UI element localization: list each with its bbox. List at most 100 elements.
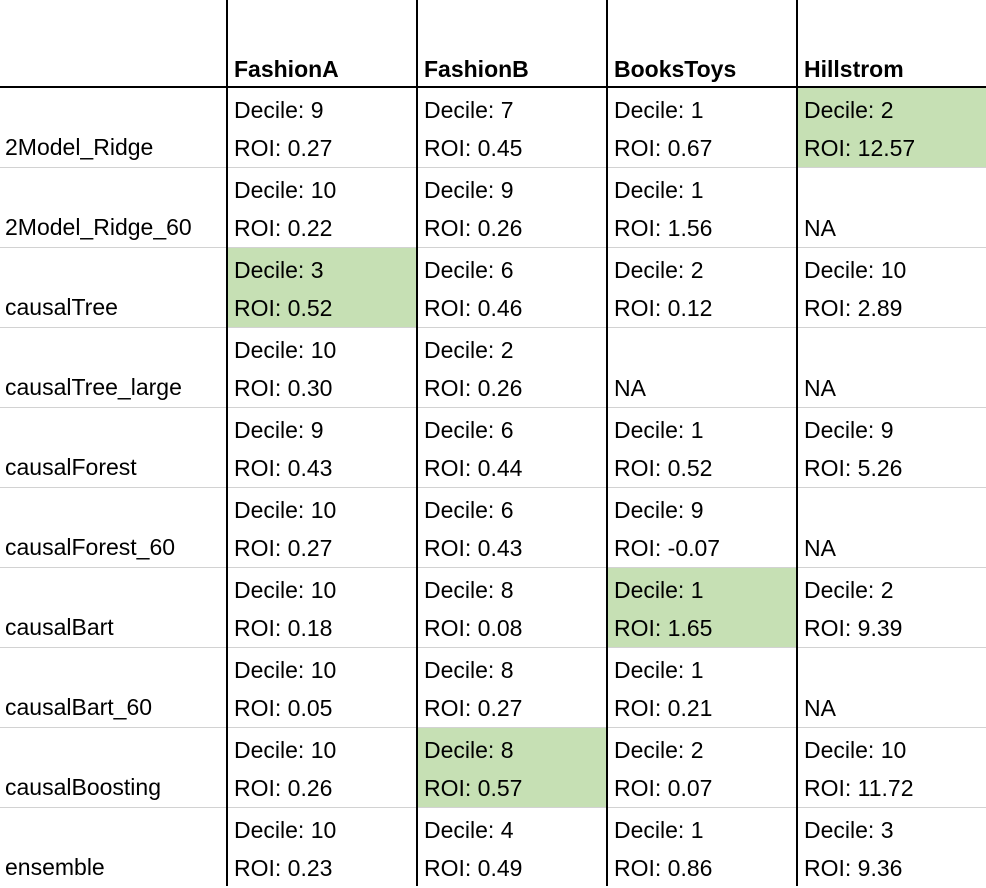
decile-value: Decile: 10: [234, 577, 337, 603]
decile-value: Decile: 2: [614, 257, 704, 283]
result-cell: Decile: 1 ROI: 0.52: [608, 408, 798, 488]
roi-value: ROI: 0.46: [424, 295, 523, 321]
result-cell: Decile: 1 ROI: 0.86: [608, 808, 798, 888]
decile-value: Decile: 8: [424, 737, 514, 763]
row-label: causalTree_large: [5, 374, 182, 400]
column-header: FashionB: [424, 56, 529, 82]
decile-value: Decile: 7: [424, 97, 514, 123]
roi-value: ROI: 2.89: [804, 295, 903, 321]
row-label: causalForest: [5, 454, 137, 480]
header-border: [0, 86, 986, 88]
roi-value: ROI: -0.07: [614, 535, 721, 561]
result-cell: Decile: 2 ROI: 9.39: [798, 568, 986, 648]
row-label: causalBoosting: [5, 774, 161, 800]
decile-value: Decile: 6: [424, 497, 514, 523]
roi-value: ROI: 0.52: [234, 295, 333, 321]
decile-value: Decile: 2: [424, 337, 514, 363]
row-divider: [0, 487, 986, 488]
result-cell: Decile: 10 ROI: 2.89: [798, 248, 986, 328]
decile-value: Decile: 10: [234, 737, 337, 763]
decile-value: Decile: 8: [424, 657, 514, 683]
decile-value: Decile: 2: [804, 577, 894, 603]
roi-value: NA: [614, 375, 646, 401]
roi-value: ROI: 0.43: [234, 455, 333, 481]
result-cell: Decile: 3 ROI: 9.36: [798, 808, 986, 888]
column-header: BooksToys: [614, 56, 737, 82]
decile-value: Decile: 1: [614, 417, 704, 443]
column-header: Hillstrom: [804, 56, 904, 82]
row-label: causalBart_60: [5, 694, 153, 720]
decile-value: [798, 491, 986, 529]
roi-value: ROI: 0.30: [234, 375, 333, 401]
row-divider: [0, 247, 986, 248]
decile-value: Decile: 9: [804, 417, 894, 443]
decile-value: Decile: 10: [234, 817, 337, 843]
decile-value: Decile: 1: [614, 177, 704, 203]
result-cell: Decile: 6 ROI: 0.46: [418, 248, 608, 328]
decile-value: Decile: 10: [804, 737, 907, 763]
result-cell: Decile: 10 ROI: 0.27: [228, 488, 418, 568]
roi-value: ROI: 0.26: [234, 775, 333, 801]
decile-value: Decile: 10: [234, 657, 337, 683]
row-divider: [0, 727, 986, 728]
roi-value: ROI: 0.27: [424, 695, 523, 721]
result-cell: Decile: 2 ROI: 12.57: [798, 88, 986, 168]
row-label: 2Model_Ridge: [5, 134, 154, 160]
roi-value: ROI: 0.18: [234, 615, 333, 641]
result-cell: NA: [798, 488, 986, 568]
roi-value: ROI: 0.21: [614, 695, 713, 721]
roi-value: ROI: 0.08: [424, 615, 523, 641]
decile-value: [798, 171, 986, 209]
row-divider: [0, 567, 986, 568]
roi-value: NA: [804, 535, 836, 561]
roi-value: ROI: 11.72: [804, 775, 914, 801]
result-cell: Decile: 2 ROI: 0.12: [608, 248, 798, 328]
decile-value: Decile: 10: [234, 337, 337, 363]
roi-value: NA: [804, 695, 836, 721]
row-divider: [0, 407, 986, 408]
roi-value: ROI: 0.44: [424, 455, 523, 481]
result-cell: Decile: 10 ROI: 0.30: [228, 328, 418, 408]
result-cell: NA: [608, 328, 798, 408]
roi-value: ROI: 0.22: [234, 215, 333, 241]
roi-value: ROI: 0.07: [614, 775, 713, 801]
roi-value: ROI: 0.26: [424, 375, 523, 401]
roi-value: ROI: 9.39: [804, 615, 903, 641]
roi-value: NA: [804, 215, 836, 241]
roi-value: ROI: 5.26: [804, 455, 903, 481]
roi-value: ROI: 0.43: [424, 535, 523, 561]
result-cell: Decile: 3 ROI: 0.52: [228, 248, 418, 328]
roi-value: ROI: 12.57: [804, 135, 916, 161]
result-cell: Decile: 9 ROI: -0.07: [608, 488, 798, 568]
row-label: causalForest_60: [5, 534, 176, 560]
result-cell: Decile: 1 ROI: 0.67: [608, 88, 798, 168]
row-divider: [0, 167, 986, 168]
result-cell: Decile: 10 ROI: 0.18: [228, 568, 418, 648]
row-label: causalBart: [5, 614, 114, 640]
result-cell: Decile: 10 ROI: 11.72: [798, 728, 986, 808]
result-cell: Decile: 10 ROI: 0.26: [228, 728, 418, 808]
decile-value: Decile: 1: [614, 577, 704, 603]
result-cell: NA: [798, 168, 986, 248]
decile-value: Decile: 9: [234, 417, 324, 443]
row-divider: [0, 807, 986, 808]
row-label: 2Model_Ridge_60: [5, 214, 192, 240]
decile-value: Decile: 10: [234, 497, 337, 523]
column-header: FashionA: [234, 56, 339, 82]
decile-value: Decile: 2: [804, 97, 894, 123]
roi-value: ROI: 0.12: [614, 295, 713, 321]
decile-value: Decile: 6: [424, 417, 514, 443]
column-border: [606, 0, 608, 886]
roi-value: ROI: 0.52: [614, 455, 713, 481]
result-cell: Decile: 9 ROI: 0.43: [228, 408, 418, 488]
decile-value: Decile: 9: [424, 177, 514, 203]
decile-value: [798, 651, 986, 689]
roi-value: ROI: 0.49: [424, 855, 523, 881]
column-border: [416, 0, 418, 886]
result-cell: Decile: 8 ROI: 0.57: [418, 728, 608, 808]
decile-value: Decile: 10: [804, 257, 907, 283]
result-cell: Decile: 1 ROI: 0.21: [608, 648, 798, 728]
roi-value: ROI: 0.23: [234, 855, 333, 881]
result-cell: Decile: 8 ROI: 0.08: [418, 568, 608, 648]
